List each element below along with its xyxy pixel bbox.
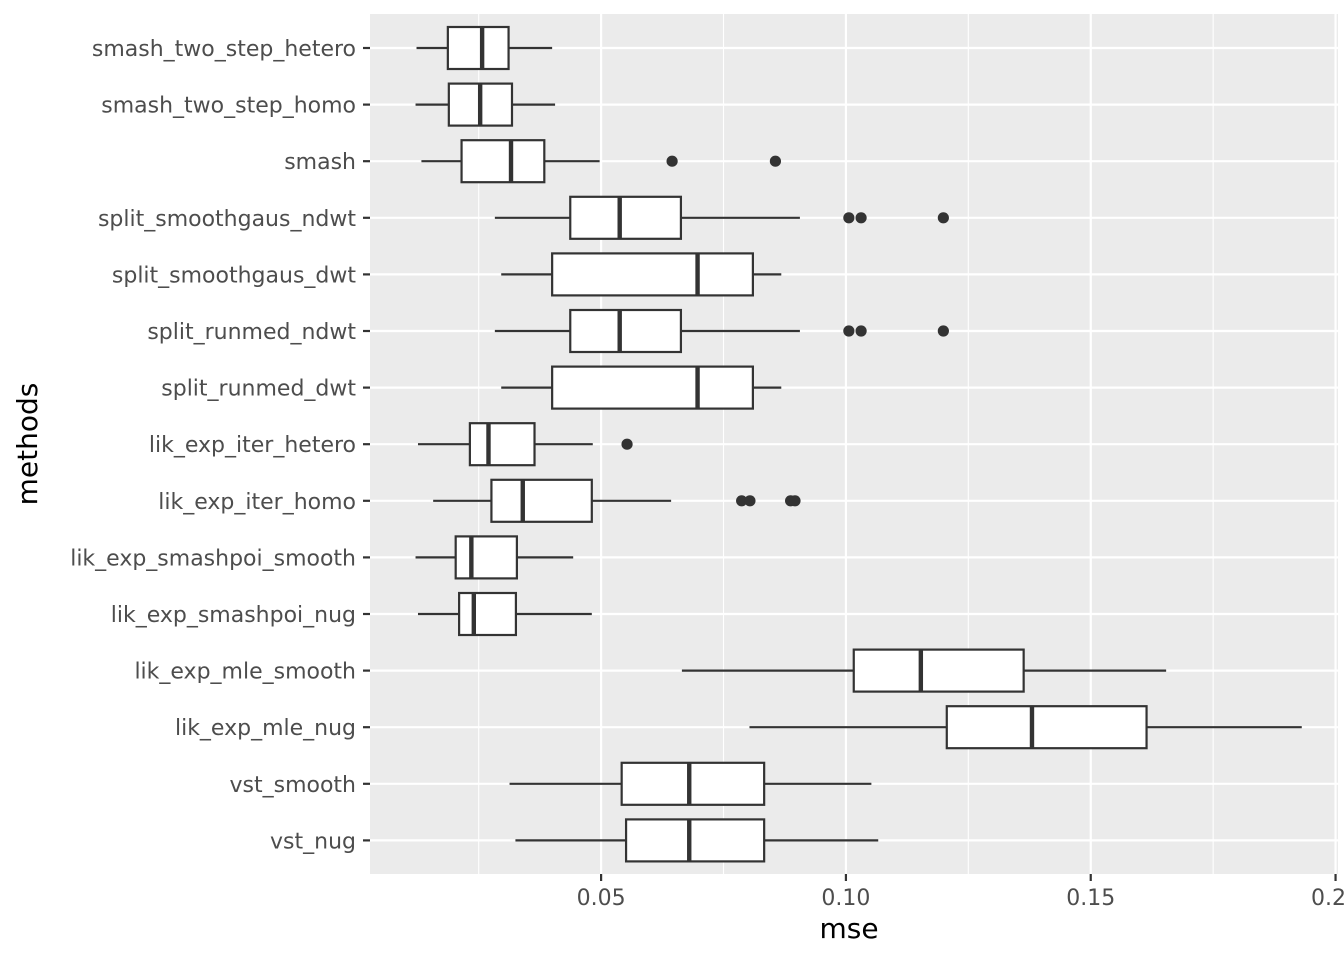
y-axis: smash_two_step_hetero smash_two_step_homo… (70, 37, 370, 854)
box-iqr (460, 139, 546, 184)
outlier-point (855, 325, 867, 337)
box-vst_nug (515, 818, 879, 863)
y-tick-label: lik_exp_mle_nug (175, 716, 356, 741)
outlier-point (843, 212, 855, 224)
box-iqr (458, 591, 518, 637)
y-tick-label: smash_two_step_hetero (92, 37, 356, 62)
box-lik_exp_iter_hetero (417, 422, 633, 467)
box-iqr (468, 422, 536, 467)
y-tick-label: split_runmed_dwt (161, 377, 356, 402)
box-iqr (569, 308, 683, 354)
box-lik_exp_smashpoi_smooth (415, 535, 574, 580)
y-tick-label: vst_nug (270, 829, 356, 854)
box-iqr (852, 648, 1025, 693)
box-iqr (446, 25, 510, 71)
y-tick-label: smash (284, 150, 356, 175)
box-iqr (490, 478, 593, 523)
box-iqr (454, 535, 518, 580)
box-iqr (624, 818, 766, 863)
box-split_runmed_dwt (501, 365, 782, 410)
y-tick-label: split_smoothgaus_ndwt (98, 207, 356, 232)
box-lik_exp_smashpoi_nug (417, 591, 592, 637)
outlier-point (789, 495, 801, 507)
x-axis-title: mse (819, 912, 878, 945)
outlier-point (736, 495, 748, 507)
box-smash_two_step_homo (415, 82, 556, 127)
outlier-point (769, 155, 782, 167)
box-iqr (569, 195, 683, 240)
y-tick-label: vst_smooth (230, 773, 357, 798)
outlier-point (666, 155, 678, 167)
outlier-point (621, 438, 633, 450)
box-lik_exp_mle_nug (749, 705, 1302, 750)
box-iqr (945, 705, 1148, 750)
y-tick-label: split_smoothgaus_dwt (112, 263, 356, 288)
y-tick-label: lik_exp_iter_hetero (149, 433, 356, 458)
y-axis-title: methods (11, 383, 44, 506)
box-vst_smooth (509, 761, 872, 806)
x-tick-label: 0.05 (577, 886, 626, 911)
box-lik_exp_mle_smooth (681, 648, 1167, 693)
box-iqr (551, 365, 754, 410)
box-split_runmed_ndwt (494, 308, 949, 354)
x-tick-label: 0.10 (821, 886, 870, 911)
outlier-point (937, 212, 949, 224)
y-tick-label: smash_two_step_homo (101, 94, 356, 119)
outlier-point (937, 325, 949, 337)
outlier-point (744, 495, 756, 507)
box-iqr (620, 761, 766, 806)
y-tick-label: lik_exp_smashpoi_nug (111, 603, 356, 628)
box-smash_two_step_hetero (416, 25, 553, 71)
box-layer (415, 25, 1302, 863)
x-tick-label: 0.15 (1066, 886, 1115, 911)
y-tick-label: lik_exp_smashpoi_smooth (70, 546, 356, 571)
y-tick-label: lik_exp_iter_homo (158, 490, 356, 515)
y-tick-label: split_runmed_ndwt (147, 320, 356, 345)
x-tick-label: 0.20 (1311, 886, 1344, 911)
box-lik_exp_iter_homo (433, 478, 801, 523)
box-split_smoothgaus_dwt (501, 252, 782, 297)
box-iqr (551, 252, 754, 297)
box-smash (421, 139, 782, 184)
x-axis: 0.05 0.10 0.15 0.20 (577, 874, 1344, 911)
y-tick-label: lik_exp_mle_smooth (134, 660, 356, 685)
box-split_smoothgaus_ndwt (494, 195, 949, 240)
outlier-point (855, 212, 867, 224)
outlier-point (843, 325, 855, 337)
